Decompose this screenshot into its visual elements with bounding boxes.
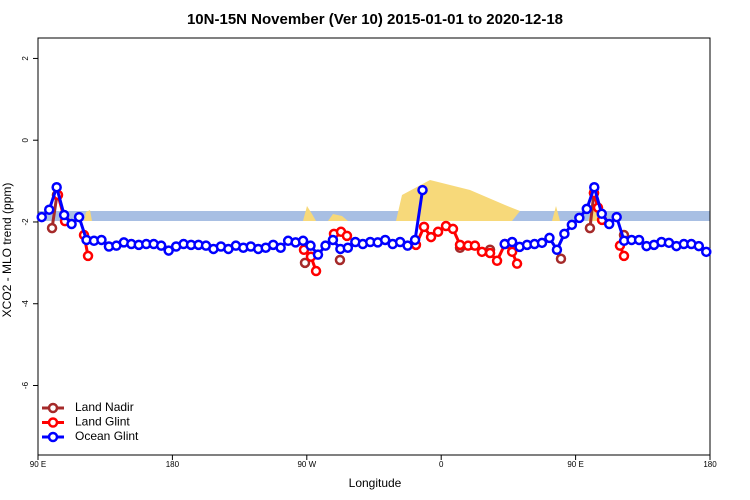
- point: [506, 246, 518, 258]
- point: [402, 240, 413, 251]
- land-patch: [328, 214, 348, 221]
- point: [46, 222, 58, 234]
- point: [506, 236, 518, 248]
- y-tick-label: -6: [21, 381, 30, 389]
- land-patch: [552, 206, 560, 221]
- point: [693, 240, 705, 252]
- point: [589, 181, 600, 193]
- point: [618, 250, 630, 262]
- point: [603, 218, 615, 230]
- land-patch: [396, 180, 520, 221]
- point: [566, 219, 578, 231]
- x-tick-label: 0: [439, 460, 444, 469]
- point: [574, 212, 585, 224]
- point: [551, 244, 563, 256]
- point: [51, 181, 62, 193]
- y-tick-label: -2: [21, 218, 30, 226]
- y-tick-label: 2: [21, 56, 30, 61]
- point: [536, 237, 548, 249]
- legend-label: Land Glint: [75, 415, 130, 429]
- point: [432, 226, 444, 238]
- point: [58, 209, 70, 221]
- point: [342, 242, 354, 253]
- x-tick-label: 180: [703, 460, 717, 469]
- x-tick-label: 90 W: [297, 460, 316, 469]
- point: [469, 240, 481, 251]
- point: [491, 255, 503, 267]
- point: [305, 240, 316, 251]
- point: [454, 239, 466, 251]
- point: [96, 234, 107, 246]
- point: [327, 234, 339, 246]
- point: [155, 240, 167, 251]
- x-axis-label: Longitude: [349, 476, 402, 490]
- point: [633, 234, 645, 246]
- point: [418, 221, 430, 233]
- point: [511, 258, 523, 269]
- point: [73, 211, 85, 223]
- point: [584, 222, 596, 234]
- point: [275, 242, 286, 253]
- x-tick-label: 180: [166, 460, 180, 469]
- point: [310, 265, 322, 277]
- point: [447, 223, 459, 235]
- point: [312, 249, 324, 260]
- x-tick-label: 90 E: [30, 460, 46, 469]
- point: [484, 247, 496, 259]
- point: [334, 254, 346, 266]
- point: [555, 253, 567, 265]
- point: [379, 234, 391, 246]
- ocean-band: [38, 211, 710, 221]
- point: [320, 240, 331, 251]
- point: [701, 246, 712, 258]
- point: [417, 184, 428, 196]
- legend-label: Land Nadir: [75, 400, 134, 414]
- point: [596, 208, 607, 220]
- point: [299, 257, 311, 269]
- chart-title: 10N-15N November (Ver 10) 2015-01-01 to …: [187, 11, 563, 28]
- point: [66, 218, 77, 230]
- point: [425, 231, 437, 243]
- point: [82, 250, 94, 262]
- plot-box: [37, 37, 711, 456]
- y-tick-label: -4: [21, 300, 30, 308]
- point: [581, 203, 593, 215]
- legend-marker: [47, 402, 59, 414]
- legend-marker: [47, 417, 59, 428]
- x-tick-label: 90 E: [567, 460, 583, 469]
- y-axis-label: XCO2 - MLO trend (ppm): [0, 183, 14, 318]
- point: [544, 232, 555, 244]
- point: [409, 234, 421, 246]
- y-tick-label: 0: [21, 137, 30, 142]
- point: [476, 246, 488, 258]
- point: [36, 211, 47, 223]
- point: [611, 211, 622, 223]
- legend-label: Ocean Glint: [75, 429, 139, 443]
- land-patch: [84, 210, 92, 221]
- point: [297, 235, 309, 247]
- point: [341, 230, 353, 242]
- point: [559, 228, 570, 240]
- point: [43, 204, 55, 215]
- legend-marker: [47, 431, 59, 443]
- point: [163, 245, 174, 256]
- land-patch: [303, 206, 316, 221]
